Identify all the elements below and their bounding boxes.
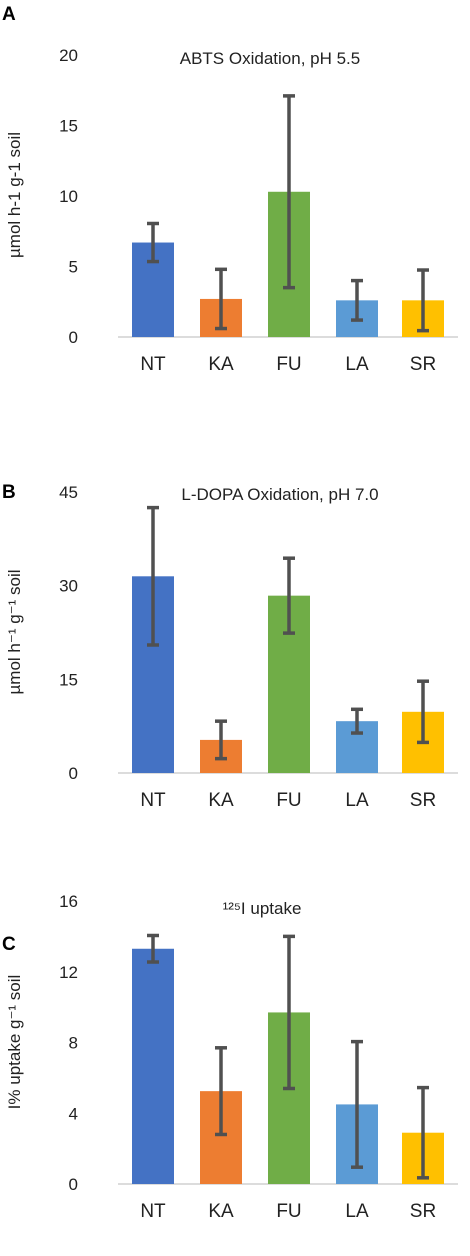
bar <box>132 948 174 1184</box>
x-tick-label: NT <box>140 1201 166 1222</box>
panel-label: C <box>2 934 16 955</box>
chart-title: ¹²⁵I uptake <box>223 899 302 918</box>
x-tick-label: NT <box>140 790 166 811</box>
y-tick-label: 12 <box>59 963 78 982</box>
y-tick-label: 45 <box>59 483 78 502</box>
y-tick-label: 0 <box>69 764 78 783</box>
x-tick-label: KA <box>208 354 234 375</box>
panel-label: A <box>2 4 16 25</box>
y-tick-label: 4 <box>69 1104 78 1123</box>
x-tick-label: KA <box>208 790 234 811</box>
y-tick-label: 16 <box>59 892 78 911</box>
x-tick-label: SR <box>410 790 436 811</box>
x-tick-label: FU <box>276 354 301 375</box>
y-tick-label: 20 <box>59 46 78 65</box>
x-tick-label: LA <box>345 790 369 811</box>
panel-label: B <box>2 482 16 503</box>
y-tick-label: 30 <box>59 577 78 596</box>
y-tick-label: 10 <box>59 187 78 206</box>
y-tick-label: 0 <box>69 1175 78 1194</box>
x-tick-label: KA <box>208 1201 234 1222</box>
y-axis-label: µmol h-1 g-1 soil <box>5 132 24 258</box>
x-tick-label: LA <box>345 1201 369 1222</box>
y-tick-label: 8 <box>69 1034 78 1053</box>
x-tick-label: LA <box>345 354 369 375</box>
chart-title: L-DOPA Oxidation, pH 7.0 <box>181 485 378 504</box>
x-tick-label: SR <box>410 354 436 375</box>
x-tick-label: SR <box>410 1201 436 1222</box>
y-axis-label: µmol h⁻¹ g⁻¹ soil <box>5 569 24 694</box>
chart-title: ABTS Oxidation, pH 5.5 <box>180 49 360 68</box>
y-tick-label: 15 <box>59 670 78 689</box>
x-tick-label: NT <box>140 354 166 375</box>
y-tick-label: 5 <box>69 258 78 277</box>
y-axis-label: I% uptake g⁻¹ soil <box>5 975 24 1110</box>
y-tick-label: 15 <box>59 117 78 136</box>
y-tick-label: 0 <box>69 328 78 347</box>
x-tick-label: FU <box>276 1201 301 1222</box>
x-tick-label: FU <box>276 790 301 811</box>
